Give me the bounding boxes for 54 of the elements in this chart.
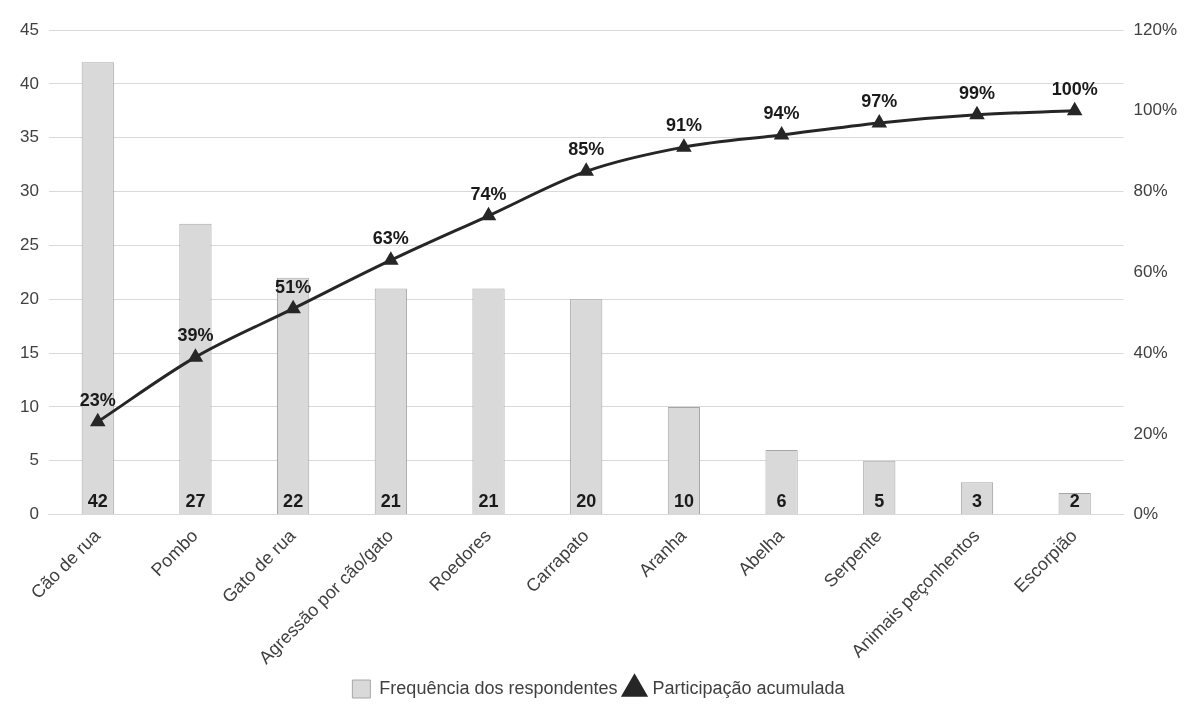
y2-tick-label: 100%	[1133, 100, 1177, 120]
data-label: 42	[87, 490, 108, 511]
data-label: 22	[283, 490, 304, 511]
point	[774, 127, 789, 140]
data-label: 74%	[470, 183, 507, 204]
point	[286, 301, 300, 314]
x-tick-label: Gato de rua	[218, 524, 301, 607]
y-tick-label: 35	[19, 127, 39, 147]
y2-tick-label: 80%	[1133, 181, 1168, 201]
data-label: 85%	[568, 139, 605, 160]
y2-tick-label: 60%	[1133, 262, 1168, 282]
y-tick-label: 5	[29, 450, 39, 470]
data-label: 100%	[1051, 78, 1098, 99]
point	[384, 252, 398, 265]
x-tick-label: Cão de rua	[26, 524, 105, 603]
y-tick-label: 15	[19, 342, 39, 362]
data-label: 97%	[861, 90, 898, 111]
data-label: 21	[380, 490, 401, 511]
point	[579, 163, 593, 176]
point	[481, 208, 496, 221]
point	[872, 115, 886, 128]
point	[91, 414, 105, 427]
data-label: 39%	[177, 325, 214, 346]
data-label: 10	[673, 490, 694, 511]
data-label: 91%	[665, 115, 702, 136]
data-label: 63%	[372, 228, 409, 249]
data-label: 6	[776, 490, 787, 511]
y2-tick-label: 20%	[1133, 423, 1168, 443]
data-label: 51%	[275, 276, 312, 297]
data-label: 2	[1069, 490, 1080, 511]
data-label: 3	[971, 490, 982, 511]
y2-tick-label: 120%	[1133, 19, 1177, 39]
point	[1067, 103, 1082, 116]
y-tick-label: 25	[19, 235, 39, 255]
y2-tick-label: 0%	[1133, 504, 1159, 524]
y-tick-label: 10	[19, 396, 39, 416]
y-tick-label: 45	[19, 19, 39, 39]
y-tick-label: 20	[19, 288, 39, 308]
data-label: 20	[576, 490, 597, 511]
y-tick-label: 30	[19, 181, 39, 201]
data-label: 23%	[79, 389, 116, 410]
data-label: 94%	[763, 102, 800, 123]
y-tick-label: 0	[29, 504, 39, 524]
data-label: 5	[874, 490, 885, 511]
point	[188, 349, 203, 362]
data-label: 27	[185, 490, 206, 511]
y2-tick-label: 40%	[1133, 342, 1168, 362]
legend-label: Participação acumulada	[652, 677, 846, 698]
point	[677, 139, 691, 152]
point	[970, 107, 984, 120]
legend-label: Frequência dos respondentes	[379, 677, 618, 698]
data-label: 99%	[958, 82, 995, 103]
y-tick-label: 40	[19, 73, 39, 93]
data-label: 21	[478, 490, 499, 511]
